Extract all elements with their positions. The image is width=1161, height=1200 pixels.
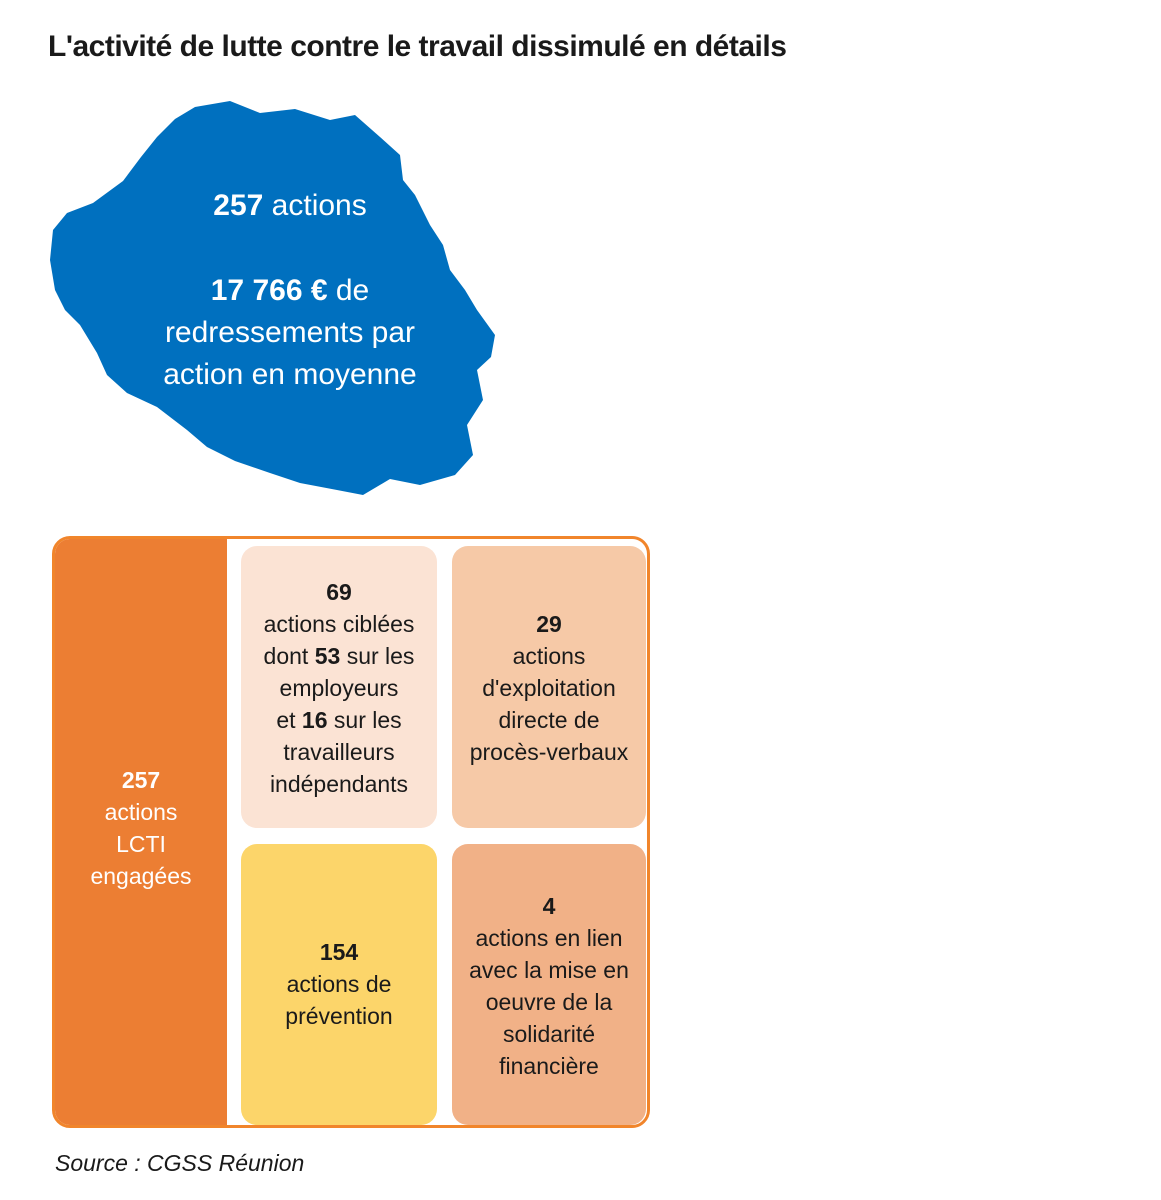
targeted-line4-post: sur les xyxy=(333,707,402,733)
employers-value: 53 xyxy=(314,643,341,669)
island-shape-icon xyxy=(50,101,495,495)
targeted-line1: actions ciblées xyxy=(263,611,415,637)
pv-actions-value: 29 xyxy=(536,611,562,637)
island-actions-value: 257 xyxy=(213,189,264,222)
total-actions-value: 257 xyxy=(121,767,161,793)
total-actions-line3: engagées xyxy=(90,863,192,889)
total-actions-line1: actions xyxy=(104,799,178,825)
targeted-line6: indépendants xyxy=(269,771,409,797)
pv-line1: actions xyxy=(512,643,586,669)
solidarity-actions-value: 4 xyxy=(542,893,556,919)
solidarity-line3: oeuvre de la xyxy=(485,989,613,1015)
prevention-actions-value: 154 xyxy=(319,939,359,965)
island-actions-line: 257 actions xyxy=(130,185,450,227)
prevention-line2: prévention xyxy=(285,1003,393,1029)
island-amount-value: 17 766 € xyxy=(210,274,328,307)
targeted-line5: travailleurs xyxy=(283,739,395,765)
breakdown-frame: 257 actions LCTI engagées 69 actions cib… xyxy=(52,536,650,1128)
targeted-line2: dont 53 sur les xyxy=(241,640,437,672)
total-actions-panel: 257 actions LCTI engagées xyxy=(55,539,227,1125)
island-amount-label-1: de xyxy=(335,274,370,307)
targeted-line2-pre: dont xyxy=(263,643,309,669)
reunion-island-map: 257 actions 17 766 € de redressements pa… xyxy=(45,95,505,505)
targeted-line4: et 16 sur les xyxy=(241,704,437,736)
solidarity-actions-box: 4 actions en lien avec la mise en oeuvre… xyxy=(452,844,646,1125)
pv-line2: d'exploitation xyxy=(482,675,616,701)
pv-actions-box: 29 actions d'exploitation directe de pro… xyxy=(452,546,646,828)
source-note: Source : CGSS Réunion xyxy=(55,1150,305,1176)
solidarity-line2: avec la mise en xyxy=(469,957,629,983)
total-actions-line2: LCTI xyxy=(116,831,166,857)
targeted-actions-box: 69 actions ciblées dont 53 sur les emplo… xyxy=(241,546,437,828)
pv-line4: procès-verbaux xyxy=(469,739,629,765)
island-amount-label-2: redressements par xyxy=(164,316,416,349)
targeted-line4-pre: et xyxy=(276,707,296,733)
page-title: L'activité de lutte contre le travail di… xyxy=(48,30,787,63)
targeted-line3: employeurs xyxy=(279,675,399,701)
prevention-actions-box: 154 actions de prévention xyxy=(241,844,437,1125)
island-amount-label-3: action en moyenne xyxy=(163,358,417,391)
targeted-line2-post: sur les xyxy=(346,643,415,669)
island-amount-block: 17 766 € de redressements par action en … xyxy=(130,270,450,396)
pv-line3: directe de xyxy=(498,707,600,733)
prevention-line1: actions de xyxy=(286,971,392,997)
solidarity-line1: actions en lien xyxy=(475,925,623,951)
solidarity-line4: solidarité xyxy=(502,1021,596,1047)
targeted-actions-value: 69 xyxy=(326,579,352,605)
independents-value: 16 xyxy=(301,707,328,733)
solidarity-line5: financière xyxy=(499,1053,599,1079)
island-actions-label: actions xyxy=(271,189,367,222)
